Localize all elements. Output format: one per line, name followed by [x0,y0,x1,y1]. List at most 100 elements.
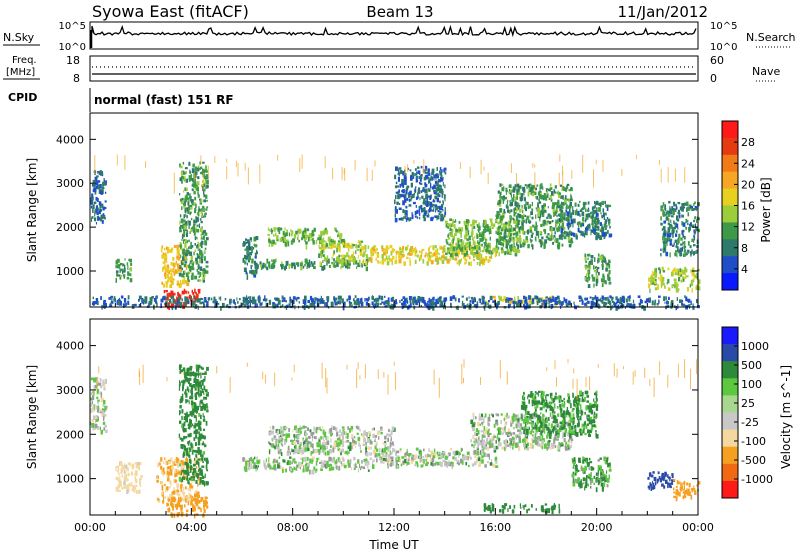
heatmap-cell [181,260,183,265]
heatmap-cell [556,208,559,212]
heatmap-cell [520,300,523,304]
heatmap-cell [183,476,186,481]
heatmap-cell [687,222,689,226]
heatmap-cell [135,478,138,484]
heatmap-cell [507,209,510,213]
heatmap-cell [430,301,433,304]
heatmap-cell [140,475,143,478]
heatmap-cell [424,188,428,194]
heatmap-cell [601,283,604,288]
heatmap-cell [197,440,201,446]
heatmap-cell [586,253,590,257]
heatmap-cell [119,461,121,466]
heatmap-cell [522,209,524,214]
heatmap-cell [127,462,130,466]
heatmap-cell [93,422,95,427]
heatmap-cell [468,261,471,266]
heatmap-cell [203,505,205,510]
heatmap-cell [192,182,194,185]
heatmap-cell [490,218,493,223]
heatmap-cell [394,213,396,218]
heatmap-cell [196,228,200,233]
heatmap-cell [165,257,168,261]
heatmap-cell [555,209,557,215]
heatmap-cell [162,267,166,270]
heatmap-cell [503,186,505,191]
heatmap-cell [184,391,187,395]
heatmap-cell [553,212,555,217]
heatmap-cell [459,244,461,248]
heatmap-cell [603,213,605,217]
heatmap-cell [407,253,409,256]
heatmap-cell [197,500,200,504]
heatmap-cell [110,301,114,304]
heatmap-cell [431,203,434,208]
heatmap-cell [174,458,177,464]
heatmap-cell [320,298,324,302]
heatmap-cell [593,228,596,234]
heatmap-cell [452,238,454,244]
heatmap-cell [255,268,258,272]
heatmap-cell [555,220,558,225]
heatmap-cell [191,390,193,395]
heatmap-cell [596,266,600,270]
heatmap-cell [380,295,384,301]
heatmap-cell [548,297,551,300]
heatmap-cell [453,246,456,251]
heatmap-cell [203,268,206,273]
heatmap-cell [371,296,374,300]
heatmap-cell [297,228,301,232]
heatmap-cell [166,466,170,470]
heatmap-cell [425,194,427,199]
heatmap-cell [537,191,541,196]
heatmap-cell [591,274,594,277]
heatmap-cell [486,224,489,228]
heatmap-cell [557,295,559,298]
heatmap-cell [196,181,200,186]
heatmap-cell [529,186,533,191]
heatmap-cell [195,499,198,505]
heatmap-cell [121,474,124,478]
heatmap-cell [337,256,340,260]
heatmap-cell [596,232,598,235]
heatmap-cell [331,457,333,462]
heatmap-cell [690,269,692,273]
heatmap-cell [338,245,341,249]
heatmap-cell [668,232,672,238]
heatmap-cell [398,207,402,210]
heatmap-cell [190,199,194,203]
heatmap-cell [182,492,186,495]
heatmap-cell [548,197,551,200]
heatmap-cell [247,241,251,247]
heatmap-cell [404,176,407,182]
heatmap-cell [334,302,337,306]
heatmap-cell [499,235,501,238]
heatmap-cell [528,304,531,309]
heatmap-cell [559,208,561,212]
heatmap-cell [246,249,250,255]
heatmap-cell [400,170,403,175]
heatmap-cell [588,273,590,278]
heatmap-cell [272,239,275,244]
heatmap-cell [414,210,417,215]
heatmap-cell [198,259,201,264]
heatmap-cell [97,180,101,183]
heatmap-cell [170,272,172,278]
power-colorbar-bin [722,188,738,206]
heatmap-cell [180,254,182,259]
heatmap-cell [186,367,189,373]
heatmap-cell [355,244,357,249]
heatmap-cell [94,212,96,217]
heatmap-cell [557,190,559,195]
heatmap-cell [126,277,130,280]
heatmap-cell [363,458,366,463]
heatmap-cell [343,262,346,267]
heatmap-cell [551,206,555,210]
heatmap-cell [198,477,201,481]
heatmap-streak [207,165,209,179]
heatmap-cell [95,206,99,212]
heatmap-cell [338,234,341,240]
heatmap-cell [255,236,259,241]
heatmap-cell [479,298,482,303]
